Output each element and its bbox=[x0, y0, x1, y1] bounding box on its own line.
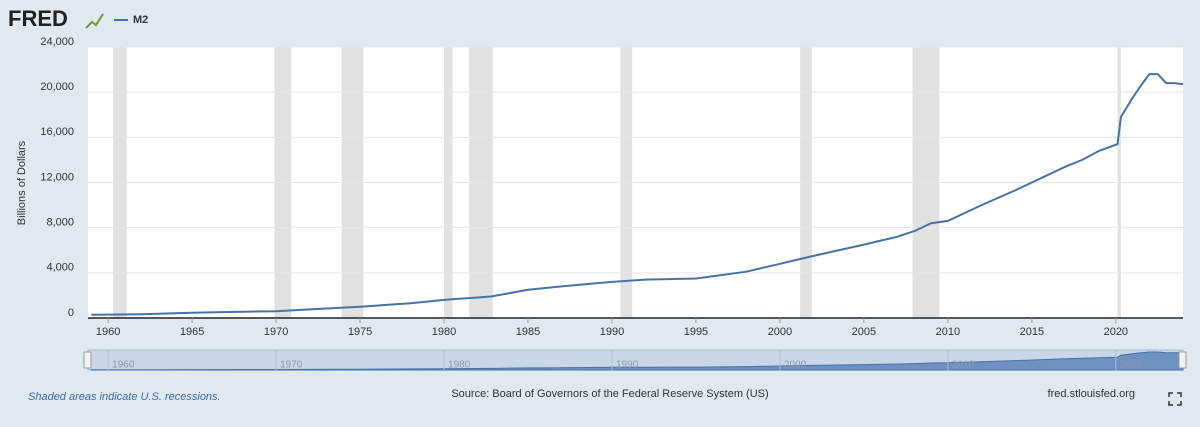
x-tick-label: 1985 bbox=[516, 326, 540, 338]
fullscreen-icon[interactable] bbox=[1168, 392, 1182, 406]
x-tick-label: 2005 bbox=[852, 326, 876, 338]
x-tick-label: 1960 bbox=[96, 326, 120, 338]
navigator-tick-label: 1980 bbox=[448, 360, 471, 371]
logo-icon bbox=[85, 13, 104, 29]
x-tick-label: 2000 bbox=[768, 326, 792, 338]
navigator-tick-label: 2010 bbox=[952, 360, 975, 371]
recession-note: Shaded areas indicate U.S. recessions. bbox=[28, 391, 221, 403]
navigator-tick-label: 2000 bbox=[784, 360, 807, 371]
y-tick-label: 4,000 bbox=[46, 262, 74, 274]
x-tick-label: 1980 bbox=[432, 326, 456, 338]
navigator-handle[interactable] bbox=[83, 351, 92, 369]
navigator-tick-label: 1960 bbox=[112, 360, 135, 371]
logo: FRED bbox=[8, 6, 68, 31]
x-tick-label: 1970 bbox=[264, 326, 288, 338]
x-tick-label: 1965 bbox=[180, 326, 204, 338]
x-tick-label: 1990 bbox=[600, 326, 624, 338]
y-tick-label: 16,000 bbox=[40, 126, 74, 138]
series-line bbox=[91, 73, 1184, 316]
x-tick-label: 1995 bbox=[684, 326, 708, 338]
navigator-tick-label: 2020 bbox=[1120, 360, 1143, 371]
source: Source: Board of Governors of the Federa… bbox=[451, 388, 768, 400]
y-axis-label: Billions of Dollars bbox=[16, 140, 28, 225]
y-tick-label: 12,000 bbox=[40, 171, 74, 183]
site: fred.stlouisfed.org bbox=[1048, 388, 1135, 400]
x-tick-label: 2010 bbox=[936, 326, 960, 338]
navigator-tick-label: 1970 bbox=[280, 360, 303, 371]
navigator-handle[interactable] bbox=[1178, 351, 1187, 369]
y-tick-label: 24,000 bbox=[40, 36, 74, 48]
y-tick-label: 8,000 bbox=[46, 217, 74, 229]
navigator-area bbox=[90, 351, 1184, 371]
legend-label: M2 bbox=[133, 14, 148, 26]
y-tick-label: 0 bbox=[68, 307, 74, 319]
x-tick-label: 2020 bbox=[1104, 326, 1128, 338]
x-tick-label: 1975 bbox=[348, 326, 372, 338]
y-tick-label: 20,000 bbox=[40, 81, 74, 93]
x-tick-label: 2015 bbox=[1020, 326, 1044, 338]
navigator-tick-label: 1990 bbox=[616, 360, 639, 371]
